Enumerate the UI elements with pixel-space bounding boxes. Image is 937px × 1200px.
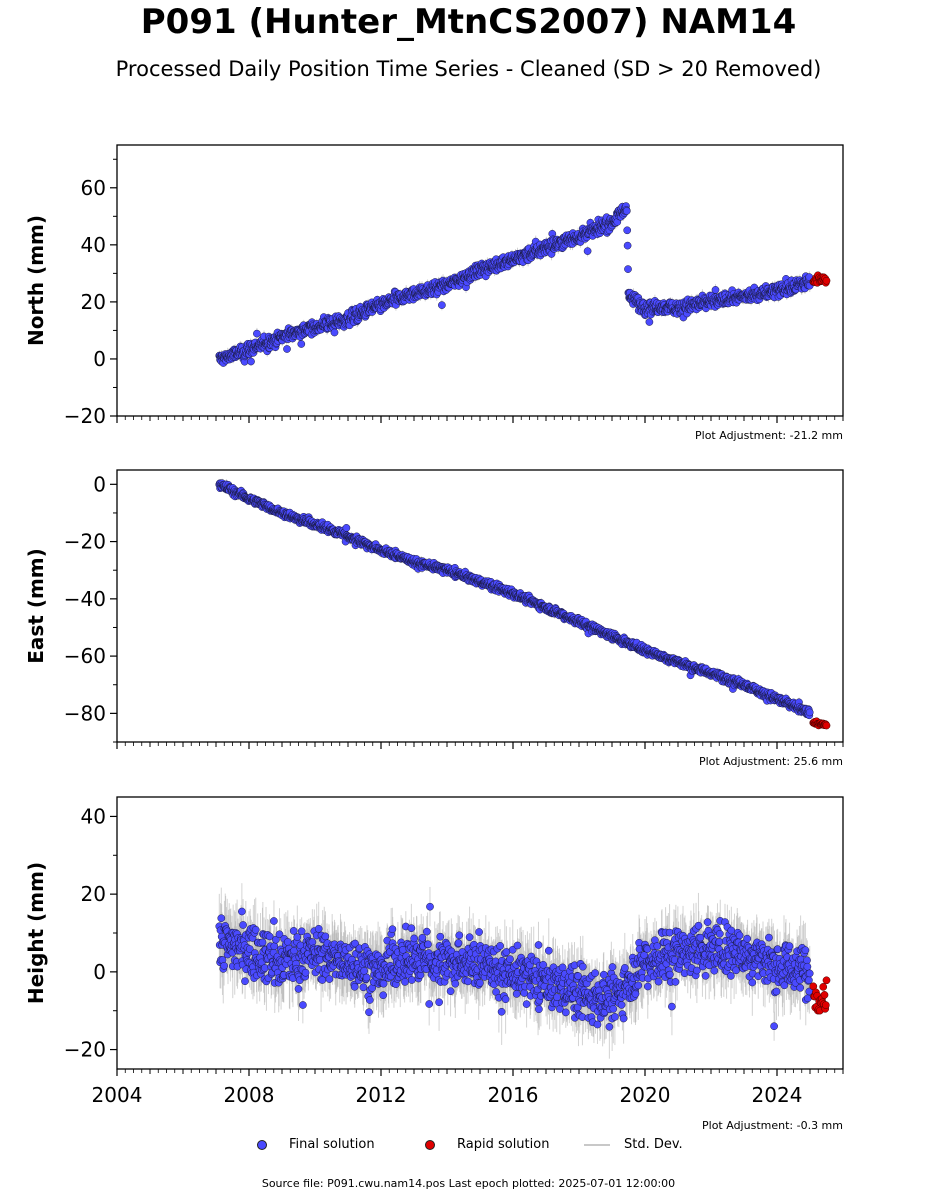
- north-std-dev-bars: [218, 202, 811, 367]
- xtick-label: 2012: [356, 1083, 407, 1107]
- legend-final: Final solution: [250, 1137, 375, 1152]
- xtick-label: 2004: [92, 1083, 143, 1107]
- north-ytick-label: 20: [81, 290, 106, 314]
- east-final-solution-points: [215, 479, 814, 720]
- north-ytick-label: −20: [64, 404, 106, 428]
- xtick-label: 2008: [224, 1083, 275, 1107]
- height-ytick-label: 40: [81, 804, 106, 828]
- north-panel: 60 40 20 0 −20 North (mm): [24, 144, 844, 428]
- north-ylabel: North (mm): [24, 215, 48, 346]
- height-plot-adjustment: Plot Adjustment: -0.3 mm: [702, 1119, 843, 1132]
- figure-title: P091 (Hunter_MtnCS2007) NAM14: [140, 2, 797, 42]
- legend-final-label: Final solution: [289, 1137, 375, 1152]
- height-final-solution-points: [215, 902, 814, 1031]
- std-dev-line-icon: [584, 1143, 610, 1146]
- rapid-solution-marker-icon: [425, 1139, 435, 1150]
- height-ytick-label: −20: [64, 1038, 106, 1062]
- east-axes-frame: [116, 469, 844, 743]
- east-ytick-label: −60: [64, 644, 106, 668]
- east-plot-adjustment: Plot Adjustment: 25.6 mm: [698, 755, 843, 768]
- final-solution-marker-icon: [257, 1139, 267, 1150]
- north-ytick-label: 40: [81, 233, 106, 257]
- figure-subtitle: Processed Daily Position Time Series - C…: [115, 57, 822, 81]
- north-final-solution-points: [215, 202, 814, 367]
- north-ytick-label: 60: [81, 176, 106, 200]
- legend-rapid-label: Rapid solution: [457, 1137, 550, 1152]
- east-ylabel: East (mm): [24, 548, 48, 664]
- xtick-label: 2024: [752, 1083, 803, 1107]
- height-panel: 40 20 0 −20 2004 2008 2012 2016 2020 2024 Height (…: [24, 796, 844, 1107]
- height-rapid-solution-points: [809, 976, 831, 1015]
- east-ytick-label: −40: [64, 587, 106, 611]
- east-ytick-label: −80: [64, 701, 106, 725]
- north-plot-adjustment: Plot Adjustment: -21.2 mm: [695, 429, 843, 442]
- north-ytick-label: 0: [93, 347, 106, 371]
- legend-std: Std. Dev.: [584, 1137, 683, 1152]
- north-rapid-solution-points: [809, 271, 831, 287]
- east-panel: 0 −20 −40 −60 −80 East (mm): [24, 469, 844, 749]
- height-ylabel: Height (mm): [24, 862, 48, 1004]
- height-ytick-label: 0: [93, 960, 106, 984]
- east-ytick-label: 0: [93, 472, 106, 496]
- xtick-label: 2016: [488, 1083, 539, 1107]
- xtick-label: 2020: [620, 1083, 671, 1107]
- north-axes-frame: [116, 144, 844, 417]
- legend-std-label: Std. Dev.: [624, 1137, 683, 1152]
- east-ytick-label: −20: [64, 530, 106, 554]
- height-ytick-label: 20: [81, 882, 106, 906]
- legend-rapid: Rapid solution: [418, 1137, 549, 1152]
- east-rapid-solution-points: [809, 717, 831, 730]
- source-file-note: Source file: P091.cwu.nam14.pos Last epo…: [261, 1177, 676, 1190]
